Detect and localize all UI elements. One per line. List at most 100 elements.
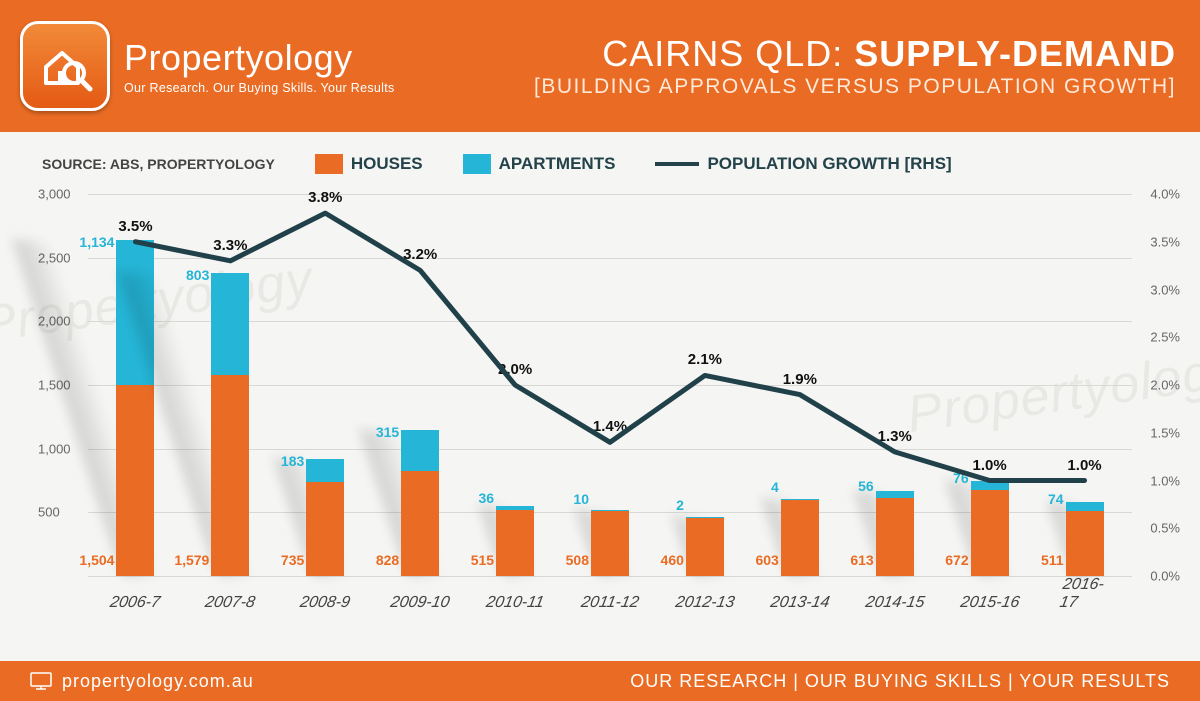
legend-apartments-label: APARTMENTS [499, 154, 616, 174]
monitor-icon [30, 672, 52, 690]
x-category-label: 2007-8 [204, 594, 257, 612]
y-left-label: 500 [38, 505, 60, 520]
bar-houses [306, 482, 344, 576]
house-value-label: 515 [471, 552, 494, 568]
y-left-label: 2,500 [38, 250, 71, 265]
bar-apartments [591, 510, 629, 511]
bar-group [781, 499, 819, 576]
population-value-label: 1.0% [973, 457, 1007, 474]
house-value-label: 1,504 [79, 552, 114, 568]
chart-area: Propertyology Propertyology SOURCE: ABS,… [0, 132, 1200, 661]
x-category-label: 2012-13 [674, 594, 736, 612]
header-subtitle: [BUILDING APPROVALS VERSUS POPULATION GR… [534, 75, 1176, 99]
logo-tagline: Our Research. Our Buying Skills. Your Re… [124, 81, 395, 95]
bar-group [211, 273, 249, 576]
apartment-value-label: 4 [771, 479, 779, 495]
population-value-label: 3.2% [403, 246, 437, 263]
house-value-label: 613 [850, 552, 873, 568]
x-category-label: 2016-17 [1058, 576, 1112, 612]
x-category-label: 2011-12 [580, 594, 641, 612]
x-category-label: 2008-9 [299, 594, 352, 612]
gridline [88, 194, 1132, 195]
gridline [88, 576, 1132, 577]
legend-houses: HOUSES [315, 154, 423, 174]
y-right-label: 0.0% [1150, 569, 1180, 584]
swatch-apartments [463, 154, 491, 174]
y-right-label: 0.5% [1150, 521, 1180, 536]
legend-houses-label: HOUSES [351, 154, 423, 174]
house-value-label: 828 [376, 552, 399, 568]
footer-url: propertyology.com.au [30, 671, 254, 692]
header-title: CAIRNS QLD: SUPPLY-DEMAND [534, 33, 1176, 75]
bar-houses [211, 375, 249, 576]
apartment-value-label: 2 [676, 497, 684, 513]
y-left-label: 2,000 [38, 314, 71, 329]
legend-apartments: APARTMENTS [463, 154, 616, 174]
bar-apartments [401, 430, 439, 470]
house-value-label: 672 [945, 552, 968, 568]
house-value-label: 508 [566, 552, 589, 568]
apartment-value-label: 10 [573, 491, 589, 507]
population-value-label: 1.0% [1067, 457, 1101, 474]
bar-apartments [306, 459, 344, 482]
x-category-label: 2006-7 [109, 594, 162, 612]
bar-houses [496, 510, 534, 576]
bar-houses [781, 499, 819, 576]
x-category-label: 2010-11 [485, 594, 546, 612]
population-value-label: 1.4% [593, 418, 627, 435]
apartment-value-label: 36 [479, 490, 495, 506]
house-value-label: 603 [755, 552, 778, 568]
x-category-label: 2014-15 [864, 594, 926, 612]
house-value-label: 1,579 [174, 552, 209, 568]
bar-apartments [781, 499, 819, 500]
house-value-label: 511 [1041, 552, 1064, 568]
swatch-houses [315, 154, 343, 174]
bar-houses [971, 490, 1009, 576]
legend-row: SOURCE: ABS, PROPERTYOLOGY HOUSES APARTM… [42, 154, 1160, 174]
y-left-label: 1,000 [38, 441, 71, 456]
bar-apartments [496, 506, 534, 511]
y-left-label: 1,500 [38, 378, 71, 393]
footer-url-text: propertyology.com.au [62, 671, 254, 692]
house-value-label: 735 [281, 552, 304, 568]
logo-block: Propertyology Our Research. Our Buying S… [20, 21, 395, 111]
x-category-label: 2013-14 [769, 594, 831, 612]
y-right-label: 3.0% [1150, 282, 1180, 297]
title-prefix: CAIRNS QLD: [602, 33, 854, 74]
y-left-label: 3,000 [38, 187, 71, 202]
header-bar: Propertyology Our Research. Our Buying S… [0, 0, 1200, 132]
plot-region: 5001,0001,5002,0002,5003,0000.0%0.5%1.0%… [88, 194, 1132, 576]
swatch-line [655, 162, 699, 166]
apartment-value-label: 56 [858, 478, 874, 494]
gridline [88, 258, 1132, 259]
bar-group [971, 481, 1009, 576]
legend-source: SOURCE: ABS, PROPERTYOLOGY [42, 156, 275, 172]
population-value-label: 1.9% [783, 371, 817, 388]
house-value-label: 460 [661, 552, 684, 568]
bar-group [401, 430, 439, 576]
y-right-label: 2.0% [1150, 378, 1180, 393]
infographic-root: Propertyology Our Research. Our Buying S… [0, 0, 1200, 701]
bar-houses [591, 511, 629, 576]
apartment-value-label: 1,134 [79, 234, 114, 250]
population-value-label: 2.1% [688, 351, 722, 368]
footer-tagline: OUR RESEARCH | OUR BUYING SKILLS | YOUR … [630, 671, 1170, 692]
logo-icon [20, 21, 110, 111]
logo-text: Propertyology Our Research. Our Buying S… [124, 37, 395, 95]
footer-bar: propertyology.com.au OUR RESEARCH | OUR … [0, 661, 1200, 701]
y-right-label: 4.0% [1150, 187, 1180, 202]
logo-name: Propertyology [124, 37, 395, 79]
bar-houses [116, 385, 154, 577]
house-magnifier-icon [36, 37, 94, 95]
bar-houses [1066, 511, 1104, 576]
apartment-value-label: 183 [281, 453, 304, 469]
y-right-label: 1.0% [1150, 473, 1180, 488]
population-value-label: 3.5% [118, 218, 152, 235]
apartment-value-label: 315 [376, 424, 399, 440]
population-value-label: 3.3% [213, 237, 247, 254]
legend-population-label: POPULATION GROWTH [RHS] [707, 154, 951, 174]
title-bold: SUPPLY-DEMAND [854, 33, 1176, 74]
population-value-label: 2.0% [498, 361, 532, 378]
population-value-label: 1.3% [878, 428, 912, 445]
bar-apartments [116, 240, 154, 384]
